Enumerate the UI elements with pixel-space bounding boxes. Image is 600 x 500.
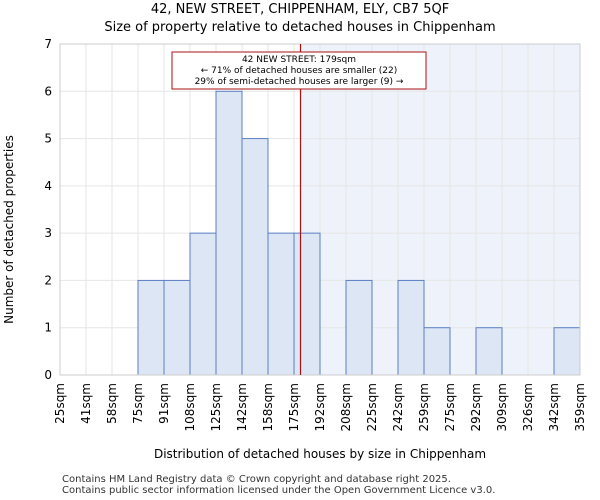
annotation-line-1: 42 NEW STREET: 179sqm [242, 55, 356, 65]
bar [423, 327, 451, 376]
x-tick-label: 108sqm [183, 383, 197, 431]
bar [397, 279, 425, 376]
x-tick-label: 158sqm [261, 383, 275, 431]
bar [475, 327, 503, 376]
x-tick-label: 225sqm [365, 383, 379, 431]
x-tick-label: 342sqm [547, 383, 561, 431]
y-tick-label: 5 [44, 132, 52, 146]
bar [163, 279, 191, 376]
x-tick-label: 25sqm [53, 383, 67, 424]
bar [241, 138, 269, 376]
x-tick-label: 309sqm [495, 383, 509, 431]
chart-subtitle: Size of property relative to detached ho… [104, 20, 496, 35]
bar [553, 327, 581, 376]
x-tick-label: 75sqm [131, 383, 145, 424]
annotation-line-3: 29% of semi-detached houses are larger (… [195, 77, 404, 87]
highlight-region [300, 44, 580, 375]
bar [293, 232, 321, 376]
x-tick-label: 208sqm [339, 383, 353, 431]
chart-title: 42, NEW STREET, CHIPPENHAM, ELY, CB7 5QF [150, 2, 450, 17]
x-tick-label: 58sqm [105, 383, 119, 424]
bar [345, 279, 373, 376]
y-tick-label: 6 [44, 84, 52, 98]
annotation-box [171, 51, 427, 90]
x-tick-label: 41sqm [79, 383, 93, 424]
x-tick-label: 91sqm [157, 383, 171, 424]
footer-copyright: Contains HM Land Registry data © Crown c… [62, 474, 451, 485]
y-tick-label: 7 [44, 37, 52, 51]
bar [215, 90, 243, 376]
bar [137, 279, 165, 376]
y-tick-label: 1 [44, 321, 52, 335]
x-tick-label: 275sqm [443, 383, 457, 431]
y-tick-label: 0 [44, 368, 52, 382]
y-tick-label: 2 [44, 273, 52, 287]
y-tick-label: 3 [44, 226, 52, 240]
x-tick-label: 175sqm [287, 383, 301, 431]
bar [189, 232, 217, 376]
y-axis-title: Number of detached properties [2, 135, 16, 324]
x-tick-label: 359sqm [573, 383, 587, 431]
x-tick-label: 292sqm [469, 383, 483, 431]
x-tick-label: 142sqm [235, 383, 249, 431]
plot-frame [59, 43, 581, 376]
x-tick-label: 192sqm [313, 383, 327, 431]
x-axis-title: Distribution of detached houses by size … [154, 447, 486, 461]
x-tick-label: 259sqm [417, 383, 431, 431]
footer-licence: Contains public sector information licen… [62, 485, 496, 496]
bar [267, 232, 295, 376]
y-tick-label: 4 [44, 179, 52, 193]
x-tick-label: 326sqm [521, 383, 535, 431]
x-tick-label: 242sqm [391, 383, 405, 431]
annotation-line-2: ← 71% of detached houses are smaller (22… [201, 66, 398, 76]
x-tick-label: 125sqm [209, 383, 223, 431]
